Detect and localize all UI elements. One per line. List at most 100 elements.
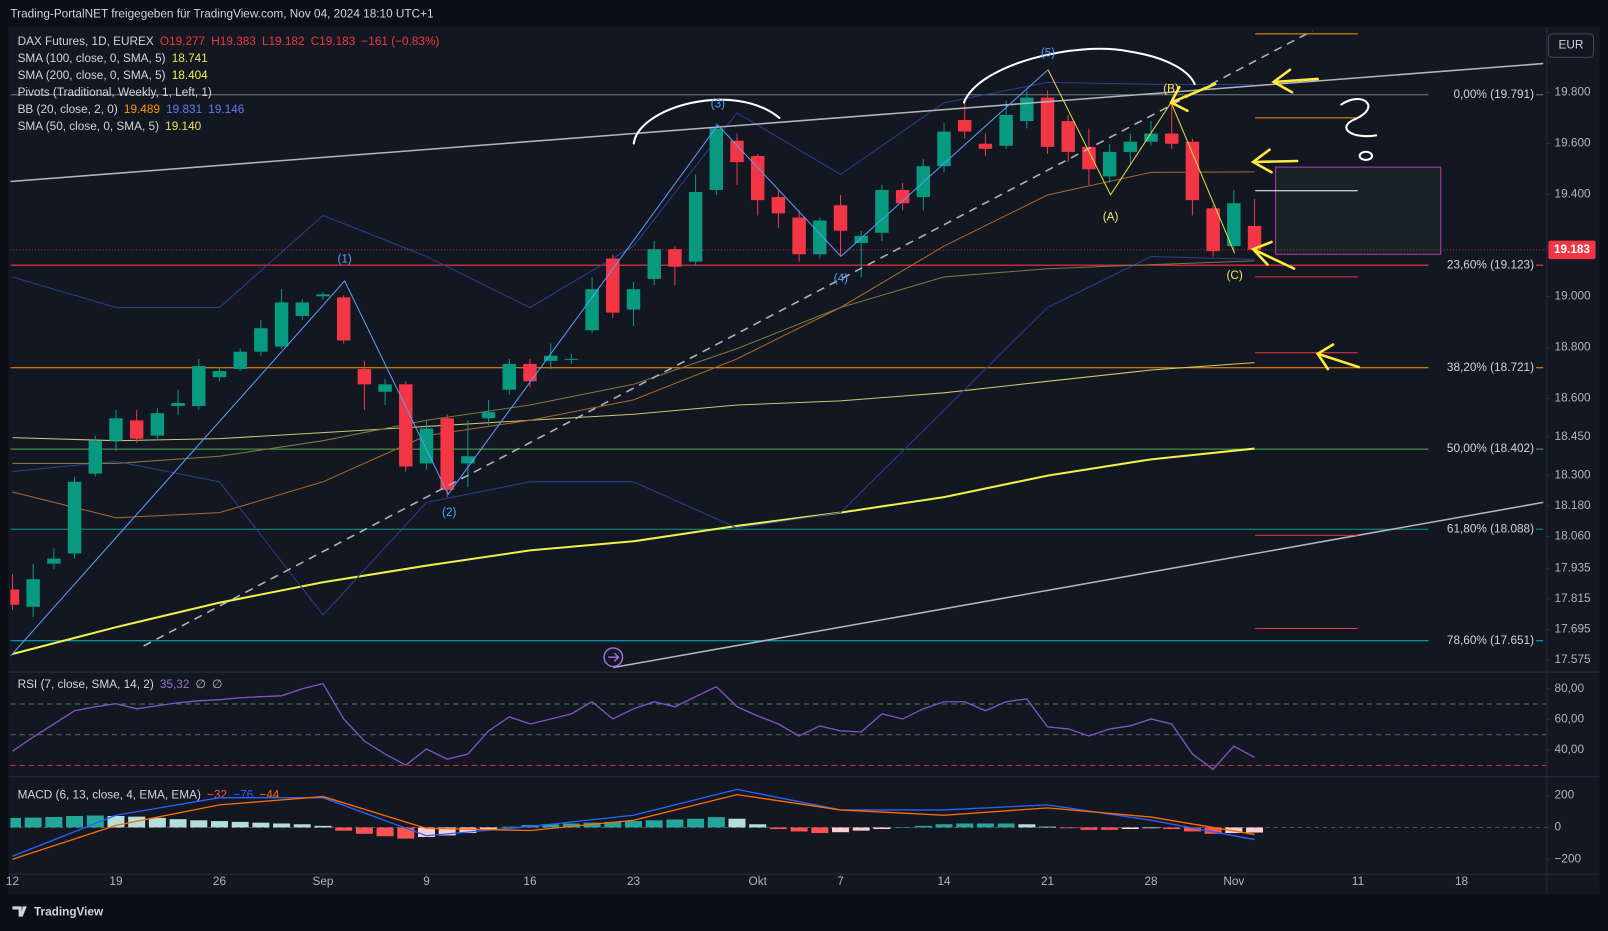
- y-tick-label: 60,00: [1555, 712, 1585, 725]
- y-tick-label: 200: [1555, 789, 1575, 802]
- indicator-line: [12, 81, 1255, 309]
- candle-body: [10, 589, 20, 605]
- candle-body: [419, 428, 434, 464]
- candle-body: [709, 128, 724, 190]
- macd-histogram-bar: [645, 820, 663, 828]
- currency-box[interactable]: [1547, 33, 1595, 58]
- macd-histogram-bar: [1246, 827, 1264, 833]
- target-box: [1275, 166, 1442, 255]
- x-tick-label: 16: [523, 875, 537, 888]
- candle-body: [813, 220, 827, 255]
- y-tick-label: −200: [1555, 852, 1582, 865]
- hand-arc: [962, 47, 1196, 104]
- macd-histogram-bar: [914, 825, 932, 828]
- fib-label: 23,60% (19.123): [1447, 258, 1534, 271]
- macd-histogram-bar: [24, 817, 42, 828]
- fib-label: 78,60% (17.651): [1447, 634, 1534, 647]
- candle-body: [1020, 97, 1034, 122]
- legend-value: 19.489: [124, 103, 160, 116]
- legend-ohlc: C19.183: [311, 35, 356, 48]
- fib-label: 0,00% (19.791): [1453, 88, 1534, 101]
- macd-histogram-bar: [707, 817, 725, 828]
- candle-body: [357, 369, 372, 385]
- legend-row: RSI (7, close, SMA, 14, 2) 35,32 ∅ ∅: [18, 678, 223, 691]
- y-tick-label: 19.800: [1555, 86, 1591, 99]
- y-tick-label: 18.060: [1555, 529, 1591, 542]
- arrow: [1250, 240, 1296, 270]
- candle-body: [523, 363, 537, 382]
- wave-label: (4): [834, 272, 848, 285]
- macd-line: [12, 788, 1255, 857]
- candle-body: [378, 384, 392, 392]
- candle-body: [233, 351, 247, 370]
- candle-body: [647, 249, 661, 279]
- macd-histogram-bar: [935, 824, 953, 828]
- legend-row: BB (20, close, 2, 0) 19.489 19.831 19.146: [18, 103, 245, 116]
- arrows: [1169, 68, 1360, 371]
- x-tick-label: 23: [627, 875, 641, 888]
- macd-histogram-bar: [1101, 827, 1119, 830]
- macd-histogram-bar: [666, 819, 684, 828]
- axes: 19.183 19.800 19.600 19.400 19.000 18.800 18.6…: [6, 86, 1596, 888]
- indicator-layer: [12, 81, 1255, 655]
- candle-body: [895, 189, 910, 204]
- x-tick-label: Okt: [749, 875, 768, 888]
- macd-histogram-bar: [1204, 827, 1222, 834]
- macd-histogram-bar: [376, 827, 394, 837]
- oscillator-layer: [10, 682, 1547, 860]
- macd-histogram-bar: [252, 822, 270, 828]
- candle-body: [668, 249, 682, 267]
- last-price-label: 19.183: [1554, 243, 1590, 256]
- macd-histogram-bar: [1018, 824, 1036, 828]
- legend-row: SMA (200, close, 0, SMA, 5) 18.404: [18, 69, 209, 82]
- y-tick-label: 17.815: [1555, 592, 1591, 605]
- legend-name: BB (20, close, 2, 0): [18, 103, 118, 116]
- candle-body: [792, 217, 806, 255]
- wave-path: [1047, 69, 1236, 254]
- candle-body: [875, 189, 889, 233]
- candle-body: [1247, 225, 1262, 250]
- candle-body: [109, 418, 123, 441]
- indicator-line: [12, 362, 1255, 442]
- candle-body: [1206, 208, 1220, 252]
- y-tick-label: 17.935: [1555, 561, 1591, 574]
- fib-label: 50,00% (18.402): [1447, 442, 1534, 455]
- arrow: [1250, 148, 1299, 174]
- legend-ohlc: H19.383: [211, 35, 256, 48]
- x-tick-label: 19: [109, 875, 122, 888]
- wave-label: (1): [337, 253, 351, 266]
- wave-path: [10, 69, 1049, 657]
- trend-line: [613, 501, 1544, 669]
- macd-histogram-bar: [976, 823, 994, 828]
- macd-histogram-bar: [1039, 826, 1057, 828]
- candle-body: [999, 114, 1013, 146]
- wave-label: (C): [1226, 269, 1242, 282]
- candle-body: [937, 131, 951, 167]
- macd-histogram-bar: [583, 822, 601, 828]
- macd-histogram-bar: [190, 820, 208, 828]
- macd-histogram-bar: [169, 819, 187, 828]
- x-tick-label: 26: [213, 875, 227, 888]
- y-tick-label: 19.000: [1555, 290, 1591, 303]
- macd-histogram-bar: [314, 825, 332, 828]
- event-icon-arrow: [608, 652, 620, 662]
- candle-body: [316, 294, 330, 297]
- x-tick-label: 12: [6, 875, 19, 888]
- candle-body: [88, 440, 102, 474]
- trend-line: [10, 62, 1544, 183]
- legend-ohlc: L19.182: [262, 35, 305, 48]
- question-dot: [1358, 150, 1374, 161]
- candle-body: [212, 371, 227, 378]
- legend-value: 19.146: [208, 103, 244, 116]
- macd-histogram-bar: [562, 823, 580, 828]
- y-tick-label: 18.450: [1555, 430, 1591, 443]
- macd-histogram-bar: [480, 827, 498, 830]
- question-scribble: [1340, 98, 1378, 138]
- y-tick-label: 18.180: [1555, 499, 1591, 512]
- candle-body: [1061, 121, 1075, 152]
- candle-body: [854, 235, 868, 244]
- macd-histogram-bar: [148, 817, 166, 828]
- macd-histogram-bar: [417, 827, 435, 837]
- macd-histogram-bar: [1121, 827, 1139, 830]
